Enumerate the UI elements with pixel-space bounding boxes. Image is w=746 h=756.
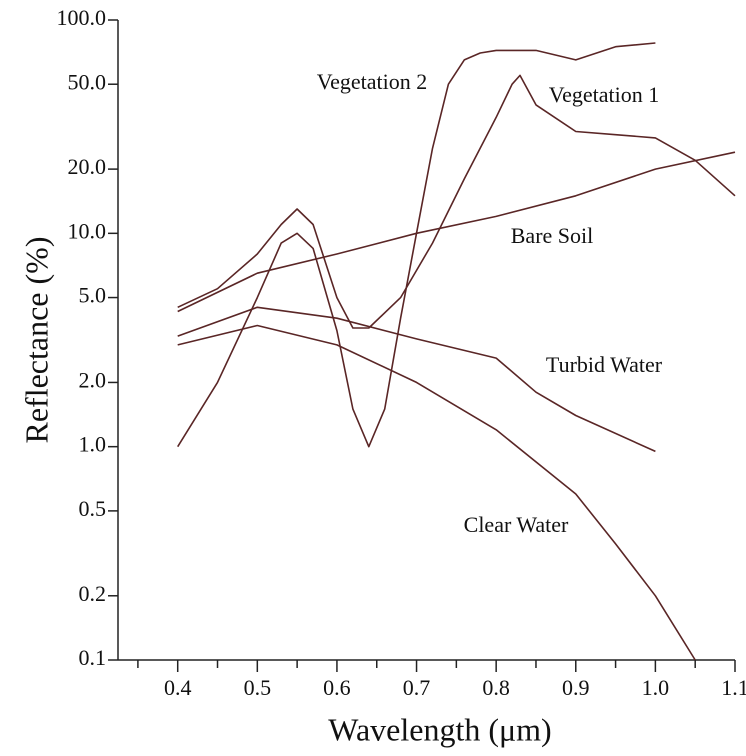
y-tick-label: 100.0 <box>57 5 107 30</box>
series-line <box>177 42 656 448</box>
y-tick-label: 0.1 <box>79 645 107 670</box>
series-line <box>177 306 656 453</box>
y-tick-label: 10.0 <box>68 218 107 243</box>
series-label: Vegetation 2 <box>317 69 428 94</box>
y-tick-label: 1.0 <box>79 432 107 457</box>
y-tick-label: 50.0 <box>68 69 107 94</box>
x-axis-title: Wavelength (μm) <box>328 711 551 747</box>
x-tick-label: 1.1 <box>721 675 746 700</box>
series-label: Bare Soil <box>511 223 594 248</box>
x-tick-label: 0.5 <box>244 675 272 700</box>
series-line <box>177 74 736 329</box>
x-tick-label: 0.8 <box>482 675 510 700</box>
series-line <box>177 151 736 313</box>
x-tick-label: 0.7 <box>403 675 431 700</box>
series-label: Vegetation 1 <box>549 82 660 107</box>
x-tick-label: 1.0 <box>642 675 670 700</box>
series-line <box>177 324 696 661</box>
y-tick-label: 5.0 <box>79 283 107 308</box>
y-tick-label: 20.0 <box>68 154 107 179</box>
y-tick-label: 0.2 <box>79 581 107 606</box>
series-label: Turbid Water <box>546 352 663 377</box>
y-axis-title: Reflectance (%) <box>18 237 54 444</box>
y-tick-label: 2.0 <box>79 367 107 392</box>
series-label: Clear Water <box>464 512 569 537</box>
y-tick-label: 0.5 <box>79 496 107 521</box>
x-tick-label: 0.4 <box>164 675 192 700</box>
x-tick-label: 0.9 <box>562 675 590 700</box>
x-tick-label: 0.6 <box>323 675 351 700</box>
